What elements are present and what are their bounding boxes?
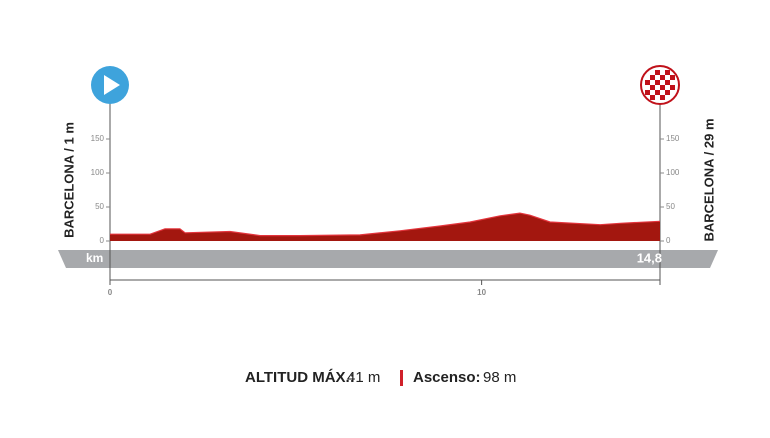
flag-square (665, 70, 670, 75)
y-tick-label: 0 (100, 236, 105, 245)
y2-tick-label: 100 (666, 168, 680, 177)
flag-square (670, 85, 675, 90)
flag-square (655, 90, 660, 95)
flag-square (665, 90, 670, 95)
max-altitude-value: 41 m (347, 369, 380, 386)
y2-tick-label: 50 (666, 202, 675, 211)
flag-square (660, 85, 665, 90)
finish-icon (640, 65, 680, 105)
end-label: BARCELONA / 29 m (701, 118, 716, 241)
y2-tick-label: 0 (666, 236, 671, 245)
ascent-label: Ascenso: (413, 369, 481, 386)
start-label: BARCELONA / 1 m (61, 122, 76, 238)
start-icon-arrow (104, 75, 120, 95)
flag-square (665, 80, 670, 85)
x-tick-label: 10 (477, 288, 486, 297)
flag-square (645, 80, 650, 85)
flag-square (645, 90, 650, 95)
profile-area (110, 213, 660, 241)
flag-square (655, 70, 660, 75)
y-tick-label: 150 (91, 134, 105, 143)
flag-square (650, 95, 655, 100)
flag-square (660, 95, 665, 100)
x-tick-label: 0 (108, 288, 113, 297)
x-axis-label: km (86, 251, 103, 265)
flag-square (660, 75, 665, 80)
ascent-value: 98 m (483, 369, 516, 386)
y-tick-label: 50 (95, 202, 104, 211)
y2-tick-label: 150 (666, 134, 680, 143)
flag-square (650, 85, 655, 90)
flag-square (670, 75, 675, 80)
flag-square (650, 75, 655, 80)
profile-line (110, 212, 661, 237)
distance-band (58, 250, 718, 268)
y-tick-label: 100 (91, 168, 105, 177)
flag-square (655, 80, 660, 85)
separator (400, 370, 403, 386)
distance-label: 14,8 (637, 250, 662, 265)
max-altitude-label: ALTITUD MÁX.: (245, 369, 355, 386)
